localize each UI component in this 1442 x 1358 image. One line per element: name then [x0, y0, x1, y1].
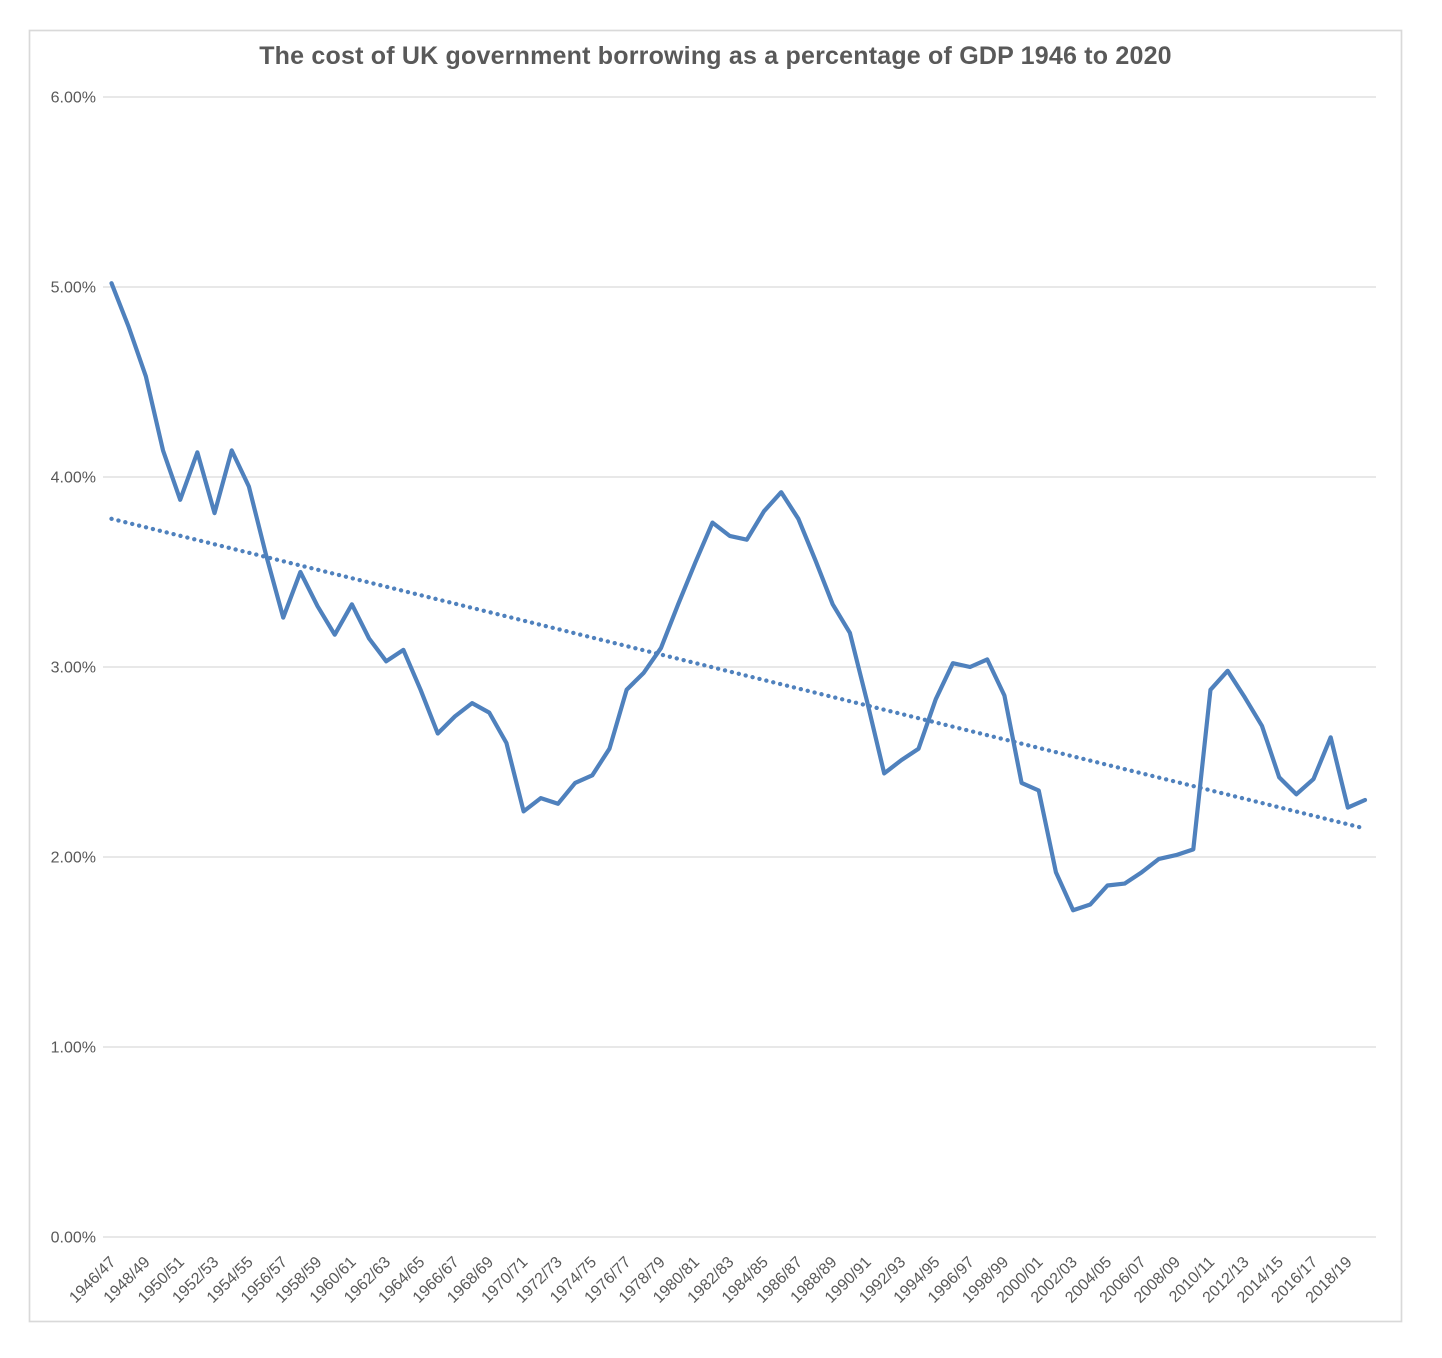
trendline — [109, 516, 1368, 831]
y-tick-label: 0.00% — [51, 1230, 96, 1247]
y-tick-label: 2.00% — [51, 850, 96, 867]
y-tick-label: 5.00% — [51, 280, 96, 297]
y-tick-label: 3.00% — [51, 660, 96, 677]
y-tick-label: 4.00% — [51, 470, 96, 487]
y-tick-label: 6.00% — [51, 90, 96, 107]
y-tick-label: 1.00% — [51, 1040, 96, 1057]
series-line — [109, 281, 1368, 913]
chart-frame-border — [28, 29, 1403, 1323]
